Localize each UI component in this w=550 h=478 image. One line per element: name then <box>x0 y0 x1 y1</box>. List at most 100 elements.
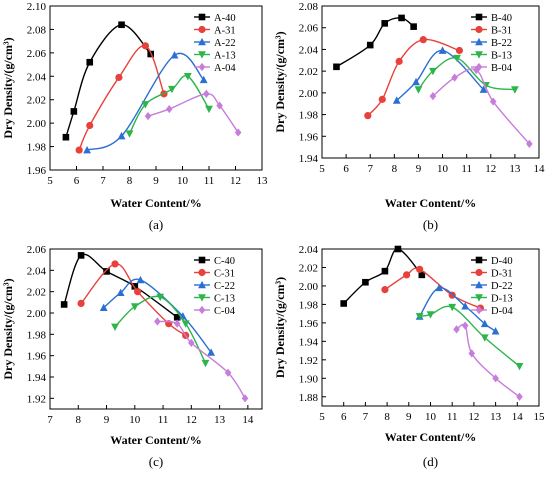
legend-item: A-04 <box>194 63 236 74</box>
data-point <box>395 57 403 65</box>
y-tick-label: 2.08 <box>299 1 319 13</box>
data-point <box>468 349 476 358</box>
series-a-31 <box>75 42 168 154</box>
series-b-04 <box>429 65 533 148</box>
y-tick-label: 1.92 <box>27 393 46 405</box>
x-tick-label: 15 <box>534 411 546 423</box>
data-point <box>173 313 181 321</box>
panel-label: (b) <box>423 217 438 232</box>
data-point <box>165 104 173 114</box>
data-point <box>362 278 369 286</box>
legend-label: D-04 <box>491 306 513 317</box>
x-tick-label: 10 <box>425 411 437 423</box>
series-c-31 <box>77 260 190 339</box>
panel-label: (c) <box>149 454 163 469</box>
legend: A-40A-31 A-22A-13 A-04 <box>194 13 236 74</box>
x-tick-label: 8 <box>127 175 133 187</box>
legend-swatch-marker <box>475 51 483 59</box>
x-axis-label: Water Content/% <box>110 433 201 447</box>
legend-item: D-40 <box>471 256 513 267</box>
series-d-40 <box>340 245 426 307</box>
legend-item: A-40 <box>194 13 236 24</box>
y-tick-label: 2.02 <box>299 262 318 274</box>
y-axis-label: Dry Density/(g/cm³) <box>1 37 15 138</box>
legend: B-40B-31 B-22B-13 B-04 <box>471 13 513 74</box>
y-tick-label: 1.92 <box>299 355 318 367</box>
legend-label: D-40 <box>491 256 513 267</box>
data-point <box>241 394 249 403</box>
x-tick-label: 13 <box>214 414 226 426</box>
data-point <box>480 334 489 342</box>
data-point <box>333 63 340 71</box>
data-point <box>62 133 70 141</box>
data-point <box>412 77 420 86</box>
data-point <box>426 311 435 319</box>
data-point <box>99 303 108 311</box>
x-tick-label: 5 <box>47 175 53 187</box>
x-axis-label: Water Content/% <box>110 196 201 210</box>
data-point <box>453 325 460 334</box>
y-tick-label: 2.04 <box>27 265 47 277</box>
series-c-22 <box>99 275 216 356</box>
data-point <box>131 283 139 290</box>
data-point <box>340 300 347 307</box>
data-point <box>491 327 500 335</box>
legend-label: C-13 <box>214 293 235 304</box>
y-tick-label: 1.96 <box>27 351 47 363</box>
data-point <box>489 97 497 106</box>
legend-item: D-13 <box>471 293 513 304</box>
y-tick-label: 2.08 <box>27 24 47 36</box>
data-point <box>183 72 192 81</box>
data-point <box>479 85 488 93</box>
legend-item: A-13 <box>194 50 236 61</box>
legend-item: B-13 <box>471 50 512 61</box>
legend-swatch-marker <box>475 268 483 277</box>
panel-label: (a) <box>149 217 163 232</box>
legend-label: D-13 <box>491 293 513 304</box>
series-a-22 <box>83 51 208 154</box>
data-point <box>156 293 165 302</box>
data-point <box>415 313 424 321</box>
data-point <box>60 301 68 308</box>
series-line <box>65 24 152 138</box>
data-point <box>130 303 139 311</box>
data-point <box>199 75 208 84</box>
data-point <box>492 374 499 383</box>
data-point <box>453 54 461 63</box>
data-point <box>438 46 447 54</box>
data-point <box>203 89 210 98</box>
legend-label: A-22 <box>214 38 236 49</box>
y-tick-label: 2.06 <box>299 23 319 35</box>
x-tick-label: 10 <box>177 175 189 187</box>
series-c-04 <box>154 317 249 403</box>
legend-swatch-marker <box>198 305 206 315</box>
legend-item: C-22 <box>194 281 235 292</box>
legend-item: C-04 <box>194 306 236 317</box>
legend: D-40D-31 D-22D-13 D-04 <box>471 256 513 317</box>
y-tick-label: 2.04 <box>299 244 319 256</box>
data-point <box>410 23 417 30</box>
data-point <box>448 303 457 312</box>
legend-label: C-22 <box>214 281 235 292</box>
x-axis-label: Water Content/% <box>385 196 476 210</box>
legend-swatch-marker <box>198 268 206 277</box>
legend-swatch-marker <box>198 294 206 302</box>
y-tick-label: 2.00 <box>27 308 47 320</box>
data-point <box>216 101 223 110</box>
legend-label: B-40 <box>491 13 512 24</box>
x-tick-label: 10 <box>437 163 449 175</box>
series-b-40 <box>333 14 417 71</box>
legend-item: C-40 <box>194 256 235 267</box>
legend-item: D-04 <box>471 306 513 317</box>
data-point <box>429 67 437 76</box>
x-tick-label: 12 <box>186 414 197 426</box>
y-tick-label: 1.98 <box>27 329 47 341</box>
data-point <box>224 368 232 377</box>
data-point <box>111 323 119 331</box>
data-point <box>381 286 389 294</box>
data-point <box>461 321 469 330</box>
data-point <box>141 42 149 50</box>
x-tick-label: 11 <box>461 163 472 175</box>
x-tick-label: 7 <box>47 414 53 426</box>
x-tick-label: 7 <box>363 411 369 423</box>
